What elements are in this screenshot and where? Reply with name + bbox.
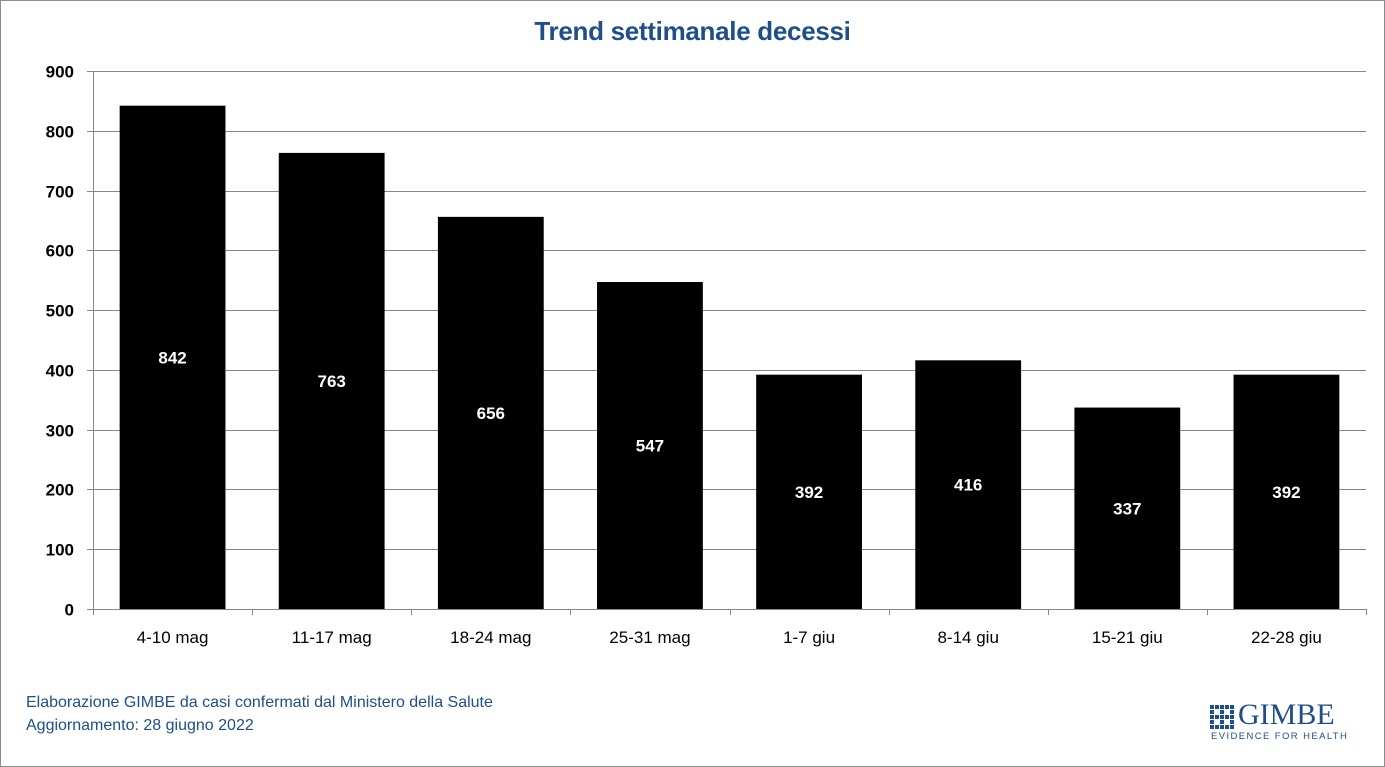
bar [278, 152, 385, 609]
y-tick-label: 100 [46, 541, 74, 560]
data-label: 416 [954, 476, 982, 495]
data-label: 392 [1272, 483, 1300, 502]
y-tick-label: 500 [46, 302, 74, 321]
logo-tagline: EVIDENCE FOR HEALTH [1211, 731, 1349, 742]
x-tick-label: 1-7 giu [783, 628, 835, 647]
source-line: Elaborazione GIMBE da casi confermati da… [26, 694, 493, 711]
x-tick-label: 15-21 giu [1092, 628, 1163, 647]
update-date: Aggiornamento: 28 giugno 2022 [26, 717, 254, 734]
y-tick-label: 400 [46, 362, 74, 381]
data-label: 763 [318, 372, 346, 391]
data-label: 547 [636, 437, 664, 456]
bar [1074, 407, 1181, 609]
bar [1233, 374, 1340, 609]
y-tick-label: 600 [46, 242, 74, 261]
y-tick-label: 0 [65, 601, 74, 620]
y-tick-label: 200 [46, 481, 74, 500]
gimbe-grid-icon [1210, 705, 1236, 729]
data-label: 392 [795, 483, 823, 502]
bar [597, 282, 703, 609]
x-tick-label: 18-24 mag [450, 628, 531, 647]
axes [87, 71, 1367, 615]
x-tick-label: 11-17 mag [292, 628, 372, 647]
bar [437, 216, 544, 609]
x-tick-labels: 4-10 mag 11-17 mag 18-24 mag 25-31 mag 1-7 g… [137, 628, 1322, 647]
bar [915, 360, 1022, 609]
y-tick-label: 300 [46, 422, 74, 441]
x-tick-label: 22-28 giu [1251, 628, 1322, 647]
y-tick-label: 800 [46, 123, 74, 142]
bars [119, 105, 1340, 609]
data-label: 656 [477, 404, 505, 423]
y-tick-label: 700 [46, 183, 74, 202]
logo-wordmark: GIMBE [1238, 698, 1335, 731]
y-tick-label: 900 [46, 63, 74, 82]
chart-title: Trend settimanale decessi [534, 16, 851, 46]
data-label: 337 [1113, 499, 1141, 518]
bar [756, 374, 862, 609]
gimbe-logo: GIMBE EVIDENCE FOR HEALTH [1210, 698, 1350, 746]
source-note: Elaborazione GIMBE da casi confermati da… [26, 691, 493, 737]
data-labels: 842 763 656 547 392 416 337 392 [158, 348, 1300, 518]
y-tick-labels: 0 100 200 300 400 500 600 700 800 900 [46, 63, 74, 620]
x-tick-label: 4-10 mag [137, 628, 209, 647]
bar [119, 105, 226, 609]
x-tick-label: 25-31 mag [609, 628, 690, 647]
x-tick-label: 8-14 giu [937, 628, 998, 647]
data-label: 842 [158, 348, 186, 367]
